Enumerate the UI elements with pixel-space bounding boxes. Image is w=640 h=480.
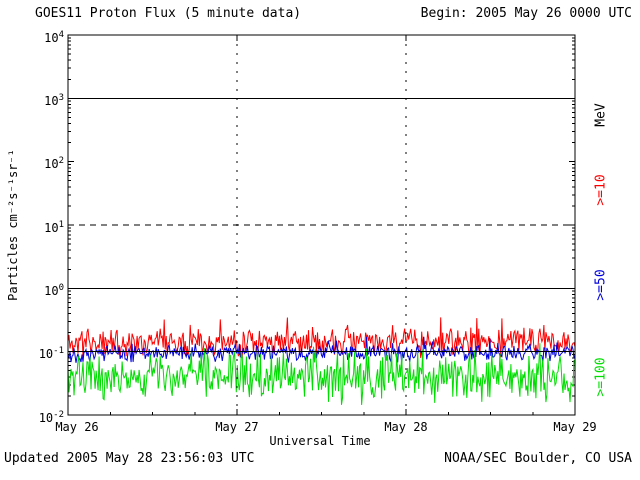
- y-tick-label: 100: [44, 283, 64, 298]
- x-tick-label: May 26: [55, 420, 99, 434]
- y-tick-label: 104: [44, 30, 64, 45]
- series-label-ge100: >=100: [593, 357, 609, 397]
- x-axis-title: Universal Time: [269, 434, 371, 448]
- y-axis-title: Particles cm⁻²s⁻¹sr⁻¹: [6, 149, 20, 301]
- begin-timestamp: Begin: 2005 May 26 0000 UTC: [420, 6, 632, 21]
- updated-timestamp: Updated 2005 May 28 23:56:03 UTC: [4, 451, 255, 466]
- right-axis-title: MeV: [593, 103, 609, 127]
- y-tick-label: 10-1: [38, 346, 64, 361]
- y-tick-label: 101: [44, 220, 64, 235]
- chart-title: GOES11 Proton Flux (5 minute data): [35, 6, 302, 21]
- y-tick-label: 10-2: [38, 410, 64, 425]
- x-tick-label: May 27: [215, 420, 259, 434]
- credit-text: NOAA/SEC Boulder, CO USA: [444, 451, 632, 466]
- series-label-ge10: >=10: [593, 174, 609, 206]
- y-tick-label: 103: [44, 93, 64, 108]
- x-tick-label: May 29: [553, 420, 597, 434]
- x-tick-label: May 28: [384, 420, 428, 434]
- y-tick-label: 102: [44, 156, 64, 171]
- series-label-ge50: >=50: [593, 269, 609, 301]
